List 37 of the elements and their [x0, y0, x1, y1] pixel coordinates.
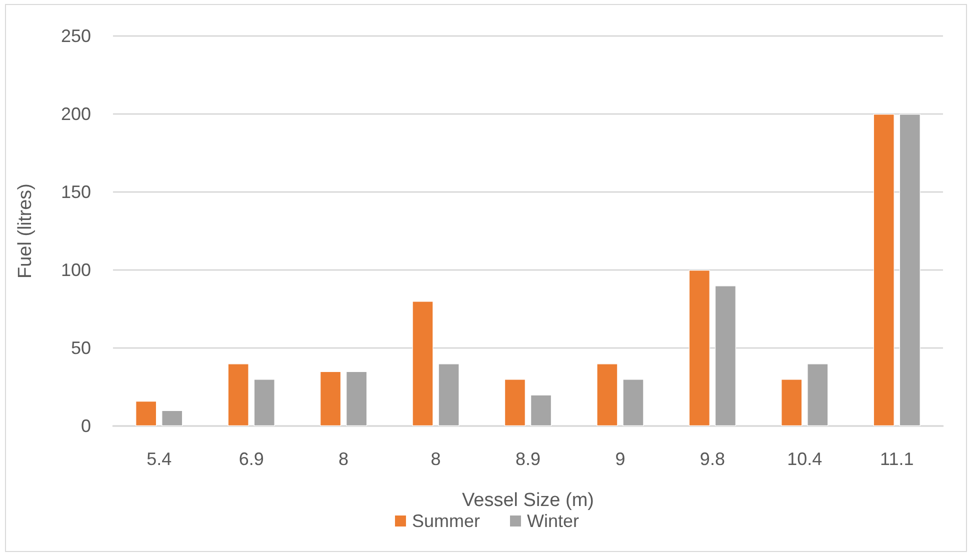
y-axis-title: Fuel (litres) [15, 183, 36, 279]
x-tick-label: 8.9 [515, 449, 541, 469]
bar [346, 371, 368, 426]
bar [714, 286, 736, 426]
bar [622, 379, 644, 426]
x-tick-label: 9 [615, 449, 626, 469]
bar [688, 270, 710, 426]
x-axis-title: Vessel Size (m) [462, 490, 594, 511]
bar [596, 364, 618, 426]
bar [899, 114, 920, 426]
bar [504, 379, 526, 426]
y-tick-label: 100 [60, 260, 91, 280]
bar [320, 371, 342, 426]
bar [438, 364, 460, 426]
legend-label: Winter [527, 511, 580, 531]
y-tick-label: 250 [60, 26, 91, 46]
x-tick-label: 8 [338, 449, 349, 469]
x-tick-label: 6.9 [238, 449, 264, 469]
x-tick-label: 5.4 [146, 449, 172, 469]
y-tick-label: 0 [80, 416, 91, 436]
bar [530, 394, 552, 426]
bar [873, 114, 894, 426]
x-tick-label: 9.8 [700, 449, 725, 469]
bar [162, 410, 183, 426]
bar [228, 364, 249, 426]
y-tick-label: 50 [70, 338, 91, 358]
x-tick-label: 8 [430, 449, 441, 469]
bar [412, 301, 434, 426]
y-tick-label: 150 [60, 182, 91, 202]
bar [136, 401, 157, 426]
bar [807, 364, 828, 426]
y-tick-label: 200 [60, 104, 91, 124]
x-tick-label: 10.4 [787, 449, 822, 469]
x-tick-label: 11.1 [880, 449, 914, 469]
legend-label: Summer [412, 511, 480, 531]
bar [781, 379, 802, 426]
bar [254, 379, 275, 426]
